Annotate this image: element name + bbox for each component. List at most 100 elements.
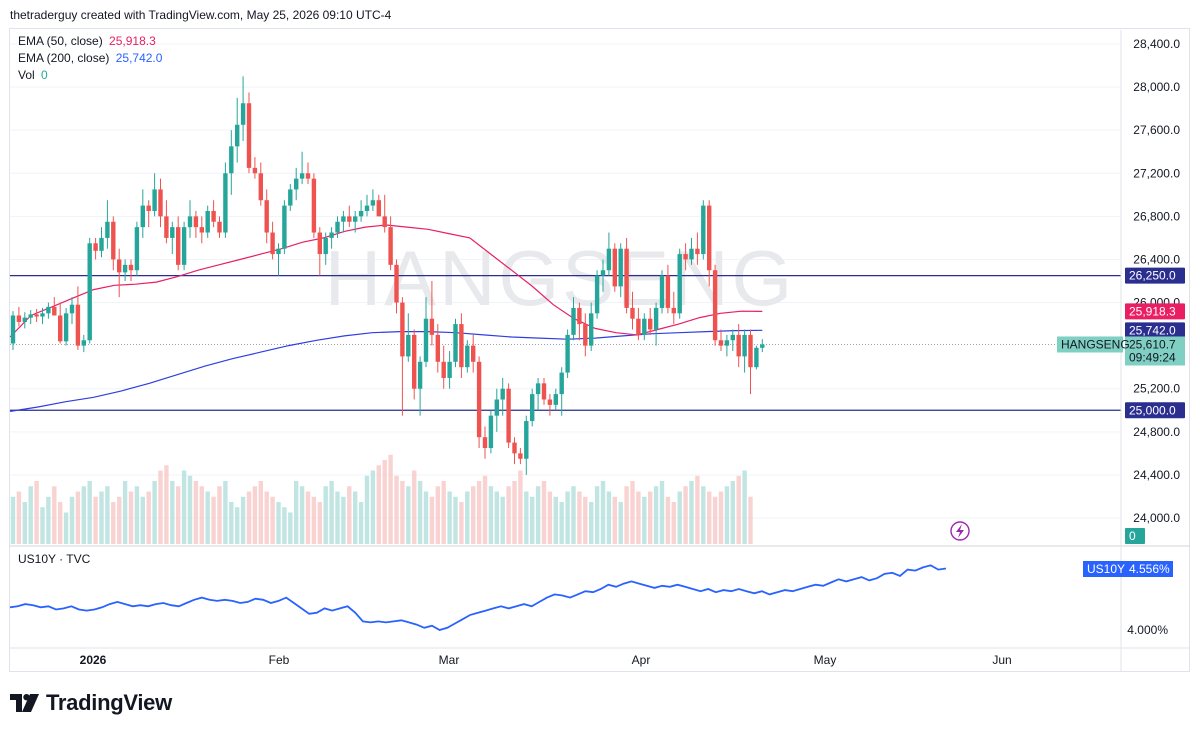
volume-bar: [482, 475, 488, 544]
ema200-label: EMA (200, close): [18, 51, 110, 65]
volume-bar: [648, 491, 653, 544]
candle-body: [317, 232, 322, 255]
volume-bar: [28, 486, 33, 544]
candle: [252, 157, 258, 179]
tradingview-logo[interactable]: TradingView: [10, 690, 172, 716]
candle: [358, 200, 364, 222]
candle-body: [648, 318, 653, 330]
volume-bar: [146, 491, 151, 544]
candle-body: [305, 173, 311, 179]
candle: [205, 205, 210, 238]
time-label: Mar: [439, 653, 460, 667]
tradingview-brand: TradingView: [46, 690, 172, 715]
candle-body: [146, 205, 151, 211]
price-tick-label: 24,000.0: [1133, 511, 1180, 525]
candle-body: [347, 216, 352, 222]
ema50-badge-text: 25,918.3: [1129, 304, 1176, 318]
volume-bar: [659, 481, 665, 544]
lightning-icon-bolt: [956, 524, 964, 538]
candle: [240, 76, 246, 141]
candle: [235, 97, 240, 163]
volume-bar: [329, 481, 334, 544]
candle-body: [370, 200, 376, 206]
candle-body: [246, 103, 252, 168]
level-high-badge: 26,250.0: [1125, 267, 1185, 284]
candle-body: [16, 315, 22, 322]
candle-body: [541, 383, 547, 400]
candle: [158, 178, 163, 228]
volume-bar: [500, 496, 505, 544]
volume-bar: [653, 486, 659, 544]
candle: [164, 200, 169, 244]
candle-body: [553, 394, 558, 405]
volume-bar: [512, 481, 517, 544]
candle-body: [695, 248, 700, 255]
candle-body: [594, 275, 600, 314]
time-label: Jun: [992, 653, 1011, 667]
volume-bar: [465, 491, 470, 544]
candle: [382, 194, 387, 233]
volume-bar: [353, 491, 358, 544]
volume-bar: [81, 486, 86, 544]
ema50-legend[interactable]: EMA (50, close) 25,918.3: [18, 33, 156, 50]
us10y-value-text: 4.556%: [1129, 562, 1170, 576]
candle-body: [677, 254, 682, 314]
candle-body: [117, 259, 122, 273]
candle: [530, 388, 535, 427]
volume-bar: [406, 486, 411, 544]
us10y-legend[interactable]: US10Y · TVC: [18, 552, 91, 566]
ema50-badge-bg: [1125, 303, 1185, 320]
volume-bar: [223, 481, 228, 544]
candle: [394, 259, 399, 314]
candle: [500, 377, 505, 416]
candle-body: [122, 264, 128, 273]
candle-body: [376, 200, 381, 217]
candle: [388, 216, 393, 271]
candle-body: [671, 307, 676, 314]
candle: [659, 270, 665, 314]
candle: [122, 259, 128, 281]
candle-body: [465, 345, 470, 368]
candle-body: [471, 345, 476, 362]
candle: [429, 281, 435, 346]
volume-bar: [459, 502, 464, 544]
volume-bar: [435, 486, 440, 544]
candle: [465, 340, 470, 373]
volume-bar: [299, 486, 305, 544]
volume-bar: [712, 496, 718, 544]
candle-body: [583, 324, 588, 346]
volume-bar: [252, 486, 258, 544]
volume-bar: [193, 481, 199, 544]
candle: [294, 167, 299, 201]
vol-legend[interactable]: Vol 0: [18, 67, 48, 84]
volume-bar: [294, 481, 299, 544]
candle: [376, 194, 381, 217]
volume-bar: [412, 470, 417, 544]
volume-bar: [128, 491, 134, 544]
candle: [653, 302, 659, 346]
ema200-legend[interactable]: EMA (200, close) 25,742.0: [18, 50, 162, 67]
volume-bar: [742, 470, 747, 544]
volume-bar: [140, 496, 145, 544]
candle: [435, 324, 440, 373]
candle: [341, 210, 346, 233]
candle: [364, 194, 370, 217]
candle-body: [170, 227, 175, 238]
volume-bar: [606, 491, 612, 544]
candle-body: [571, 307, 576, 335]
volume-bar: [358, 502, 364, 544]
candle: [565, 329, 570, 378]
volume-bar: [305, 491, 311, 544]
candle: [276, 243, 281, 276]
volume-bar: [683, 486, 688, 544]
candle-body: [423, 318, 429, 362]
volume-bar: [506, 486, 511, 544]
volume-bar: [583, 496, 588, 544]
volume-bar: [40, 507, 45, 544]
candle-body: [618, 248, 623, 287]
candle-body: [282, 205, 287, 249]
candle: [423, 297, 429, 368]
us10y-badge: US10Y 4.556%: [1083, 561, 1173, 577]
candle: [648, 307, 653, 335]
